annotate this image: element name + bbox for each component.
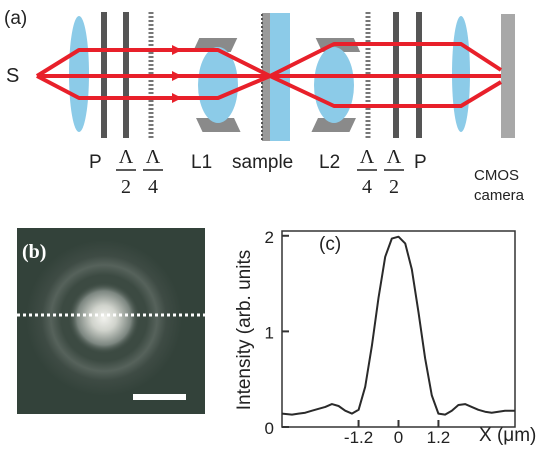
label-l2: L2 <box>319 152 340 173</box>
panel-a: (a) S <box>4 8 525 204</box>
source-label: S <box>6 65 19 87</box>
panel-b: (b) <box>17 228 205 414</box>
label-camera-line1: CMOS <box>474 167 519 184</box>
focal-spot <box>68 282 140 354</box>
l1-mount-bottom <box>196 118 241 132</box>
label-lambda-half-left-num: Λ <box>119 146 134 168</box>
x-tick-label: 0 <box>394 428 403 447</box>
label-lambda-quarter-right-den: 4 <box>362 176 372 198</box>
panel-a-label: (a) <box>4 8 27 29</box>
label-lambda-quarter-left-den: 4 <box>148 176 158 198</box>
panel-c-label: (c) <box>319 234 341 255</box>
chart-ticks <box>282 234 440 428</box>
objective-l1 <box>192 38 241 132</box>
plot-frame <box>281 230 516 428</box>
cmos-camera <box>501 14 515 138</box>
arrow-middle <box>172 71 182 81</box>
intensity-profile-line <box>281 235 515 416</box>
label-lambda-half-right: Λ 2 <box>384 146 404 198</box>
label-camera-line2: camera <box>474 187 525 204</box>
label-lambda-half-left-den: 2 <box>121 176 131 198</box>
label-lambda-quarter-right-num: Λ <box>360 146 375 168</box>
label-p-left: P <box>89 152 102 173</box>
arrow-bottom <box>172 93 182 103</box>
label-lambda-quarter-left-num: Λ <box>146 146 161 168</box>
panel-c: (c) Intensity (arb. units X (μm) -1.2 0 1.… <box>234 228 536 447</box>
label-lambda-half-right-num: Λ <box>387 146 402 168</box>
label-sample: sample <box>232 152 293 173</box>
label-lambda-quarter-right: Λ 4 <box>357 146 377 198</box>
beam-bottom <box>36 74 503 108</box>
beam-arrows <box>172 45 182 103</box>
x-tick-label: -1.2 <box>344 428 373 447</box>
l1-lens <box>198 47 238 123</box>
l2-lens <box>314 47 354 123</box>
panel-b-label: (b) <box>22 241 46 263</box>
arrow-top <box>172 45 182 55</box>
l2-mount-bottom <box>311 118 356 132</box>
y-tick-label: 1 <box>265 323 274 342</box>
y-tick-label: 2 <box>265 228 274 247</box>
label-lambda-half-right-den: 2 <box>389 176 399 198</box>
label-p-right: P <box>414 152 427 173</box>
chart-tick-labels: -1.2 0 1.2 0 1 2 <box>265 228 451 447</box>
x-tick-label: 1.2 <box>427 428 451 447</box>
y-tick-label: 0 <box>265 419 274 438</box>
label-l1: L1 <box>191 152 212 173</box>
x-axis-label: X (μm) <box>479 425 536 446</box>
label-lambda-quarter-left: Λ 4 <box>143 146 163 198</box>
scale-bar <box>133 394 186 400</box>
beam-paths <box>35 42 503 108</box>
label-lambda-half-left: Λ 2 <box>116 146 136 198</box>
y-axis-label: Intensity (arb. units <box>234 250 255 411</box>
